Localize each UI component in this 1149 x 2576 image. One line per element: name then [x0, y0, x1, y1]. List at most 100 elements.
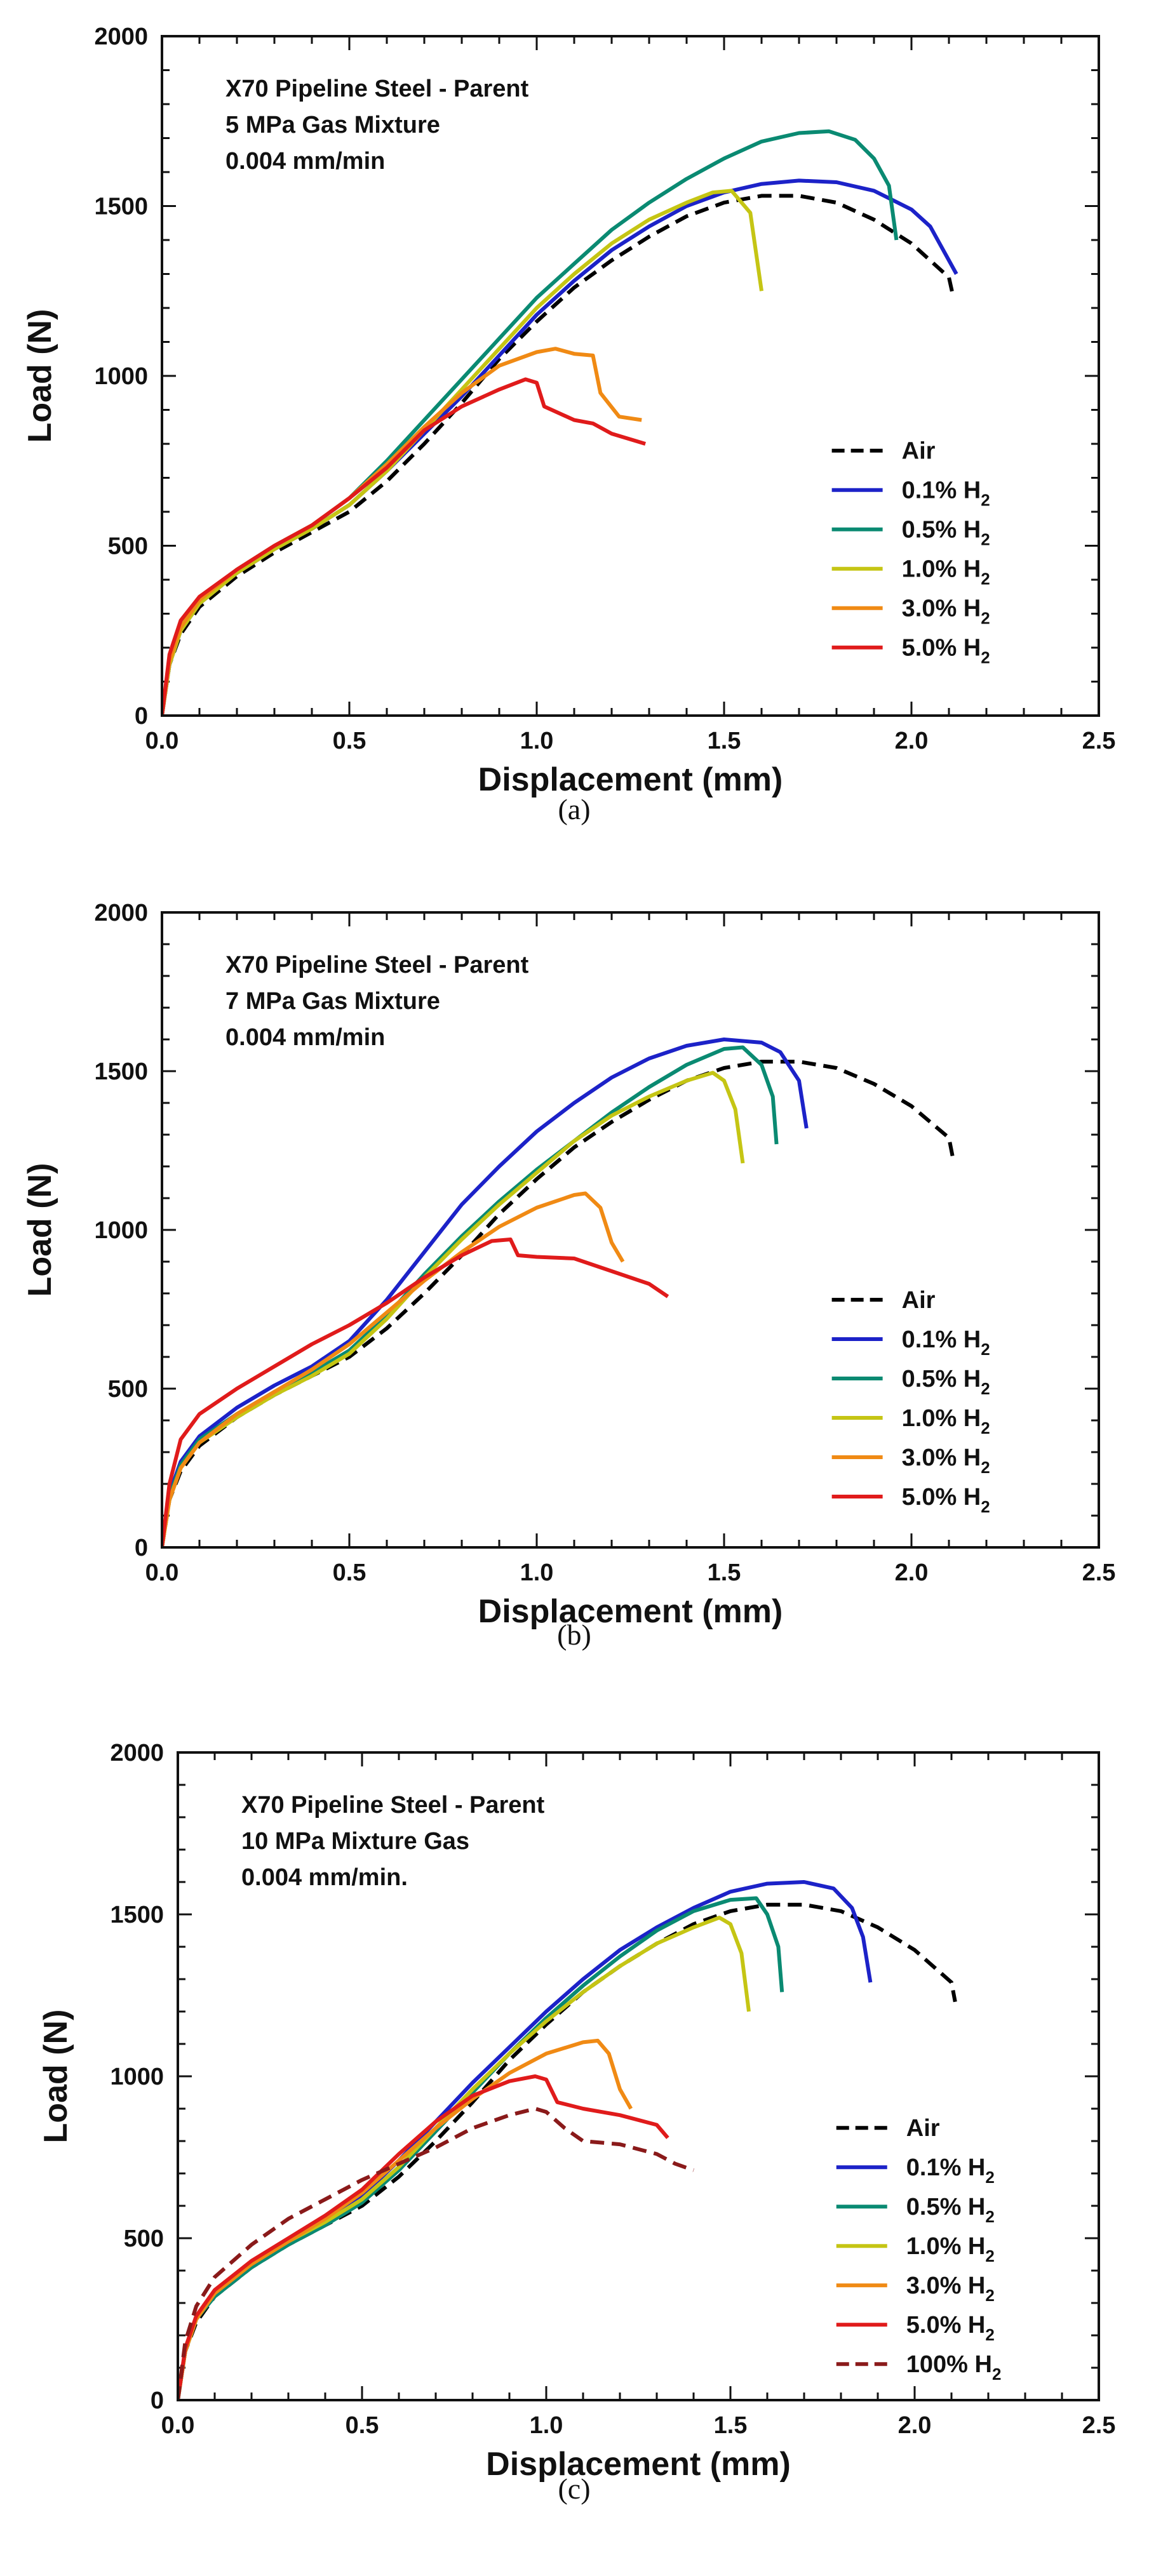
series-line-2: [178, 1896, 784, 2400]
legend-label: 1.0% H2: [902, 556, 990, 589]
x-tick-label: 0.0: [161, 2412, 195, 2439]
y-tick-label: 500: [108, 1376, 148, 1403]
x-tick-label: 2.0: [895, 728, 929, 754]
legend-label-subscript: 2: [981, 1379, 990, 1398]
legend-label-text: 1.0% H: [902, 556, 981, 583]
legend-label-subscript: 2: [985, 2168, 994, 2187]
x-tick-label: 1.0: [520, 1559, 554, 1586]
legend-label-text: 0.1% H: [902, 477, 981, 504]
legend-label: Air: [902, 438, 936, 465]
legend-label: 1.0% H2: [906, 2233, 995, 2266]
legend-label-text: Air: [902, 438, 936, 465]
legend-label-text: Air: [902, 1287, 936, 1314]
y-tick-label: 2000: [94, 23, 148, 50]
annotation-line: 0.004 mm/min: [225, 1024, 385, 1051]
y-tick-label: 1000: [110, 2064, 164, 2090]
legend-label-subscript: 2: [981, 1497, 990, 1516]
legend-label-subscript: 2: [992, 2365, 1001, 2384]
legend-label: 0.1% H2: [902, 477, 990, 510]
legend-label-text: 100% H: [906, 2351, 992, 2378]
series-group: [162, 1038, 955, 1547]
series-line-6: [178, 2107, 694, 2400]
legend-label-subscript: 2: [985, 2286, 994, 2305]
annotation-line: 5 MPa Gas Mixture: [225, 112, 440, 138]
legend-label: 5.0% H2: [902, 635, 990, 667]
legend-label-text: 0.5% H: [902, 517, 981, 544]
plot-frame: [161, 35, 1100, 717]
series-line-5: [162, 1238, 669, 1547]
legend-label-text: Air: [906, 2115, 940, 2142]
legend-label: 3.0% H2: [906, 2272, 995, 2305]
legend-label-text: 0.1% H: [902, 1326, 981, 1353]
legend-label-text: 3.0% H: [902, 596, 981, 622]
panel-caption: (c): [558, 2473, 590, 2505]
series-line-5: [162, 377, 646, 716]
legend-label: Air: [902, 1287, 936, 1314]
legend-label-text: 0.5% H: [902, 1366, 981, 1392]
y-tick-label: 0: [151, 2387, 164, 2414]
series-line-1: [178, 1880, 873, 2400]
legend-label: 0.5% H2: [902, 1366, 990, 1398]
x-tick-label: 2.0: [895, 1559, 929, 1586]
y-tick-label: 2000: [110, 1740, 164, 1766]
series-line-1: [162, 178, 958, 716]
legend-label: Air: [906, 2115, 940, 2142]
legend-label: 0.5% H2: [906, 2194, 995, 2226]
series-line-4: [178, 2038, 633, 2400]
x-axis-label: Displacement (mm): [478, 761, 783, 798]
annotation-line: 0.004 mm/min.: [241, 1864, 408, 1891]
series-line-0: [162, 1060, 955, 1547]
x-tick-label: 1.5: [714, 2412, 748, 2439]
panel-caption: (a): [558, 793, 590, 825]
legend-label-subscript: 2: [981, 1340, 990, 1359]
legend-label: 3.0% H2: [902, 596, 990, 628]
annotation-line: 7 MPa Gas Mixture: [225, 988, 440, 1015]
legend-label-subscript: 2: [985, 2246, 994, 2266]
y-tick-label: 2000: [94, 900, 148, 926]
legend-label-subscript: 2: [985, 2325, 994, 2344]
panel-caption: (b): [557, 1618, 591, 1651]
legend-label: 5.0% H2: [902, 1484, 990, 1516]
legend-label-text: 3.0% H: [906, 2272, 986, 2299]
x-tick-label: 0.5: [333, 728, 366, 754]
series-line-5: [178, 2074, 669, 2400]
legend-label-text: 5.0% H: [902, 635, 981, 662]
legend-label-text: 1.0% H: [902, 1405, 981, 1432]
x-tick-label: 2.0: [898, 2412, 932, 2439]
y-tick-label: 0: [135, 703, 148, 730]
legend-label-text: 5.0% H: [906, 2312, 986, 2339]
annotation-line: X70 Pipeline Steel - Parent: [225, 76, 529, 102]
x-tick-label: 0.0: [145, 1559, 179, 1586]
y-axis-label: Load (N): [22, 309, 58, 443]
x-tick-label: 2.5: [1082, 1559, 1116, 1586]
chart-panel-c: 0.0 0.5 1.0 1.5 2.0 2.5 0 500 1000 1500 2000 Displa…: [37, 1740, 1115, 2505]
series-line-3: [162, 1071, 745, 1547]
y-tick-label: 1500: [94, 1058, 148, 1085]
series-line-4: [162, 1191, 625, 1547]
legend-label: 0.5% H2: [902, 517, 990, 549]
legend-label-subscript: 2: [981, 1458, 990, 1477]
series-line-2: [162, 1045, 779, 1547]
legend-label: 3.0% H2: [902, 1445, 990, 1477]
y-tick-label: 0: [135, 1535, 148, 1561]
legend-label-subscript: 2: [981, 530, 990, 549]
y-tick-label: 500: [108, 533, 148, 560]
series-line-1: [162, 1038, 809, 1547]
plot-frame: [161, 911, 1100, 1549]
y-tick-label: 1000: [94, 363, 148, 390]
series-line-3: [162, 189, 763, 716]
legend-label-text: 0.5% H: [906, 2194, 986, 2220]
x-tick-label: 0.0: [145, 728, 179, 754]
series-group: [162, 129, 958, 716]
legend-label-text: 5.0% H: [902, 1484, 981, 1511]
annotation-line: X70 Pipeline Steel - Parent: [225, 952, 529, 978]
x-tick-label: 1.0: [530, 2412, 563, 2439]
legend-label-subscript: 2: [981, 648, 990, 667]
annotation-line: X70 Pipeline Steel - Parent: [241, 1792, 545, 1819]
x-axis-label: Displacement (mm): [486, 2446, 791, 2483]
legend-label-subscript: 2: [985, 2207, 994, 2226]
series-line-0: [162, 194, 955, 716]
x-tick-label: 1.5: [708, 728, 741, 754]
